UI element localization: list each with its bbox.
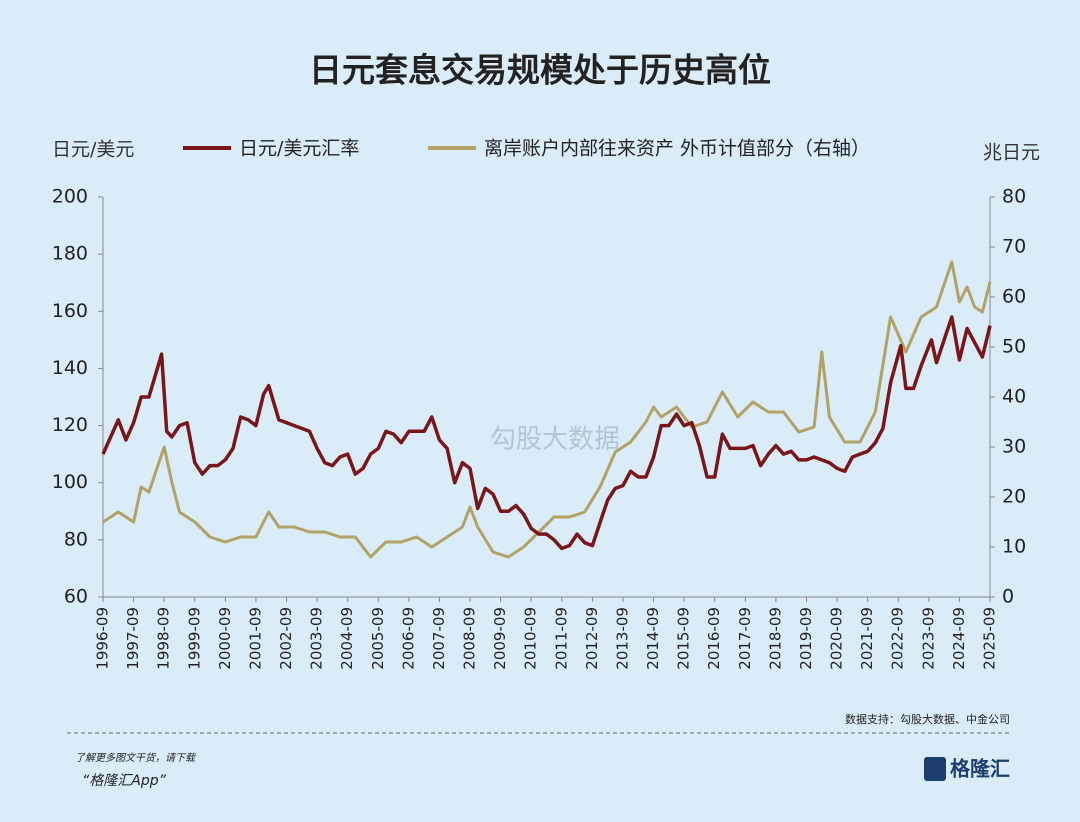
series-line: [102, 260, 992, 559]
y-tick-label: 100: [52, 471, 88, 493]
y-axis-label: 日元/美元: [52, 139, 134, 161]
legend-label: 日元/美元汇率: [239, 138, 359, 160]
x-tick-label: 2025-09: [981, 607, 999, 670]
y-tick-label: 180: [52, 243, 88, 265]
y2-tick-label: 60: [1002, 286, 1026, 308]
x-tick-label: 2005-09: [369, 607, 387, 670]
y2-tick-label: 80: [1002, 186, 1026, 208]
y-tick-label: 160: [52, 300, 88, 322]
x-tick-label: 2008-09: [461, 607, 479, 670]
logo-text: 格隆汇: [950, 757, 1010, 781]
x-tick-label: 1996-09: [94, 607, 112, 670]
x-tick-label: 2013-09: [613, 607, 631, 670]
x-tick-label: 2017-09: [736, 607, 754, 670]
x-tick-label: 2016-09: [705, 607, 723, 670]
legend-label: 离岸账户内部往来资产 外币计值部分（右轴）: [484, 138, 870, 160]
footer-note: 了解更多图文干货，请下载: [75, 752, 197, 764]
y2-tick-label: 70: [1002, 236, 1026, 258]
x-tick-label: 1999-09: [185, 607, 203, 670]
y2-tick-label: 0: [1002, 586, 1014, 608]
x-tick-label: 2022-09: [889, 607, 907, 670]
x-tick-label: 2020-09: [828, 607, 846, 670]
y2-tick-label: 10: [1002, 536, 1026, 558]
footer-app: “格隆汇App”: [82, 773, 167, 789]
x-tick-label: 2000-09: [216, 607, 234, 670]
x-tick-label: 2006-09: [399, 607, 417, 670]
series-line: [101, 315, 992, 551]
x-tick-label: 1997-09: [124, 607, 142, 670]
x-tick-label: 2024-09: [950, 607, 968, 670]
watermark: 勾股大数据: [490, 425, 620, 455]
x-tick-label: 2001-09: [246, 607, 264, 670]
x-tick-label: 2023-09: [919, 607, 937, 670]
x-tick-label: 2002-09: [277, 607, 295, 670]
x-tick-label: 2021-09: [858, 607, 876, 670]
x-tick-label: 2018-09: [766, 607, 784, 670]
y2-axis-label: 兆日元: [983, 142, 1040, 164]
y-tick-label: 60: [64, 586, 88, 608]
x-tick-label: 2014-09: [644, 607, 662, 670]
x-tick-label: 2003-09: [308, 607, 326, 670]
chart-title: 日元套息交易规模处于历史高位: [309, 51, 771, 90]
x-tick-label: 2007-09: [430, 607, 448, 670]
source: 数据支持：勾股大数据、中金公司: [845, 712, 1010, 726]
logo-icon: [924, 757, 946, 781]
y2-tick-label: 40: [1002, 386, 1026, 408]
x-tick-label: 2015-09: [675, 607, 693, 670]
y-tick-label: 140: [52, 357, 88, 379]
x-tick-label: 2012-09: [583, 607, 601, 670]
y2-tick-label: 50: [1002, 336, 1026, 358]
x-tick-label: 2009-09: [491, 607, 509, 670]
x-tick-label: 2011-09: [552, 607, 570, 670]
x-tick-label: 1998-09: [155, 607, 173, 670]
y2-tick-label: 30: [1002, 436, 1026, 458]
y2-tick-label: 20: [1002, 486, 1026, 508]
y-tick-label: 200: [52, 186, 88, 208]
x-tick-label: 2019-09: [797, 607, 815, 670]
y-tick-label: 80: [64, 528, 88, 550]
y-tick-label: 120: [52, 414, 88, 436]
x-tick-label: 2004-09: [338, 607, 356, 670]
x-tick-label: 2010-09: [522, 607, 540, 670]
